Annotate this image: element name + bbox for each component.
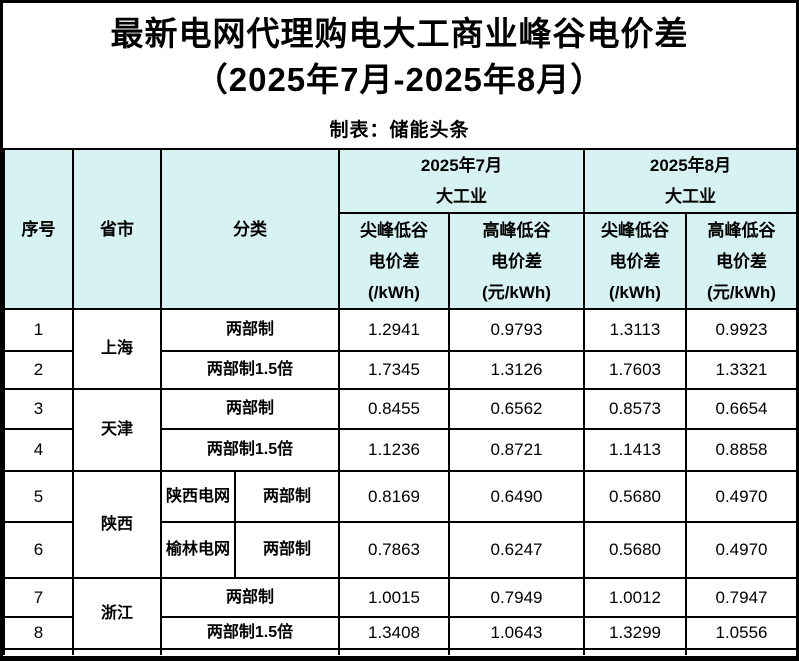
cell-value: 0.8721	[448, 428, 585, 472]
cell-province: 浙江	[72, 577, 162, 650]
cell-category: 两部制	[160, 388, 340, 430]
cell-value: 1.2941	[338, 308, 450, 352]
header-group-july: 2025年7月 大工业	[338, 148, 585, 214]
cell-value: 0.6490	[448, 470, 585, 523]
cell-value: 1.3321	[685, 350, 796, 390]
header-jul-peak-valley: 高峰低谷 电价差 (元/kWh)	[448, 212, 585, 310]
price-difference-table: 序号 省市 分类 2025年7月 大工业 2025年8月 大工业 尖峰低谷 电价…	[3, 148, 796, 655]
table-row: 2 两部制1.5倍 1.7345 1.3126 1.7603 1.3321	[3, 350, 796, 390]
cell-category: 两部制	[160, 577, 340, 618]
cell-empty	[3, 648, 74, 655]
cell-empty	[583, 648, 687, 655]
cell-value: 0.5680	[583, 521, 687, 579]
cell-category: 两部制	[234, 521, 340, 579]
cell-empty	[448, 648, 585, 655]
cell-value: 1.7603	[583, 350, 687, 390]
cell-empty	[72, 648, 162, 655]
cell-category: 两部制	[160, 308, 340, 352]
header-row-groups: 序号 省市 分类 2025年7月 大工业 2025年8月 大工业	[3, 148, 796, 310]
cell-empty	[685, 648, 796, 655]
table-row: 1 上海 两部制 1.2941 0.9793 1.3113 0.9923	[3, 308, 796, 390]
table-row-partial	[3, 648, 796, 655]
cell-category: 两部制1.5倍	[160, 428, 340, 472]
page-title-line1: 最新电网代理购电大工商业峰谷电价差	[110, 15, 689, 52]
cell-no: 4	[3, 428, 74, 472]
cell-value: 1.0556	[685, 616, 796, 650]
title-block: 最新电网代理购电大工商业峰谷电价差 （2025年7月-2025年8月） 制表：储…	[3, 3, 796, 148]
cell-no: 3	[3, 388, 74, 430]
cell-value: 0.8169	[338, 470, 450, 523]
cell-value: 1.3113	[583, 308, 687, 352]
cell-value: 0.7947	[685, 577, 796, 618]
table-row: 6 榆林电网 两部制 0.7863 0.6247 0.5680 0.4970	[3, 521, 796, 579]
cell-no: 7	[3, 577, 74, 618]
header-col-province: 省市	[72, 148, 162, 310]
cell-category: 两部制1.5倍	[160, 616, 340, 650]
cell-value: 1.1413	[583, 428, 687, 472]
cell-value: 1.0015	[338, 577, 450, 618]
table-row: 8 两部制1.5倍 1.3408 1.0643 1.3299 1.0556	[3, 616, 796, 650]
cell-value: 1.3299	[583, 616, 687, 650]
cell-value: 1.0643	[448, 616, 585, 650]
table-row: 7 浙江 两部制 1.0015 0.7949 1.0012 0.7947	[3, 577, 796, 650]
cell-value: 0.6562	[448, 388, 585, 430]
table-row: 3 天津 两部制 0.8455 0.6562 0.8573 0.6654	[3, 388, 796, 472]
cell-value: 0.7949	[448, 577, 585, 618]
cell-value: 0.4970	[685, 470, 796, 523]
cell-value: 0.8455	[338, 388, 450, 430]
cell-value: 0.6247	[448, 521, 585, 579]
table-row: 5 陕西 陕西电网 两部制 0.8169 0.6490 0.5680 0.497…	[3, 470, 796, 579]
cell-province: 上海	[72, 308, 162, 390]
header-aug-sharp-valley: 尖峰低谷 电价差 (/kWh)	[583, 212, 687, 310]
cell-no: 2	[3, 350, 74, 390]
credit-label: 制表：储能头条	[329, 120, 470, 141]
header-group-august: 2025年8月 大工业	[583, 148, 796, 214]
header-jul-sharp-valley: 尖峰低谷 电价差 (/kWh)	[338, 212, 450, 310]
cell-value: 1.3126	[448, 350, 585, 390]
cell-value: 0.5680	[583, 470, 687, 523]
cell-province: 天津	[72, 388, 162, 472]
cell-value: 1.7345	[338, 350, 450, 390]
cell-value: 0.8858	[685, 428, 796, 472]
header-col-category: 分类	[160, 148, 340, 310]
cell-value: 1.3408	[338, 616, 450, 650]
cell-category: 两部制1.5倍	[160, 350, 340, 390]
header-row-subcols: 尖峰低谷 电价差 (/kWh) 高峰低谷 电价差 (元/kWh) 尖峰低谷 电价…	[4, 212, 796, 310]
page-title-line2: （2025年7月-2025年8月）	[194, 61, 605, 98]
cell-value: 0.7863	[338, 521, 450, 579]
cell-value: 0.9793	[448, 308, 585, 352]
header-col-index: 序号	[3, 148, 74, 310]
cell-value: 0.4970	[685, 521, 796, 579]
cell-category: 两部制	[234, 470, 340, 523]
cell-no: 5	[3, 470, 74, 523]
cell-value: 1.0012	[583, 577, 687, 618]
cell-province: 陕西	[72, 470, 162, 579]
header-aug-peak-valley: 高峰低谷 电价差 (元/kWh)	[685, 212, 796, 310]
cell-no: 1	[3, 308, 74, 352]
cell-empty	[160, 648, 340, 655]
cell-no: 8	[3, 616, 74, 650]
cell-empty	[338, 648, 450, 655]
cell-value: 0.9923	[685, 308, 796, 352]
cell-value: 0.8573	[583, 388, 687, 430]
cell-grid: 陕西电网	[160, 470, 236, 523]
cell-value: 1.1236	[338, 428, 450, 472]
cell-no: 6	[3, 521, 74, 579]
cell-grid: 榆林电网	[160, 521, 236, 579]
table-row: 4 两部制1.5倍 1.1236 0.8721 1.1413 0.8858	[3, 428, 796, 472]
cell-value: 0.6654	[685, 388, 796, 430]
